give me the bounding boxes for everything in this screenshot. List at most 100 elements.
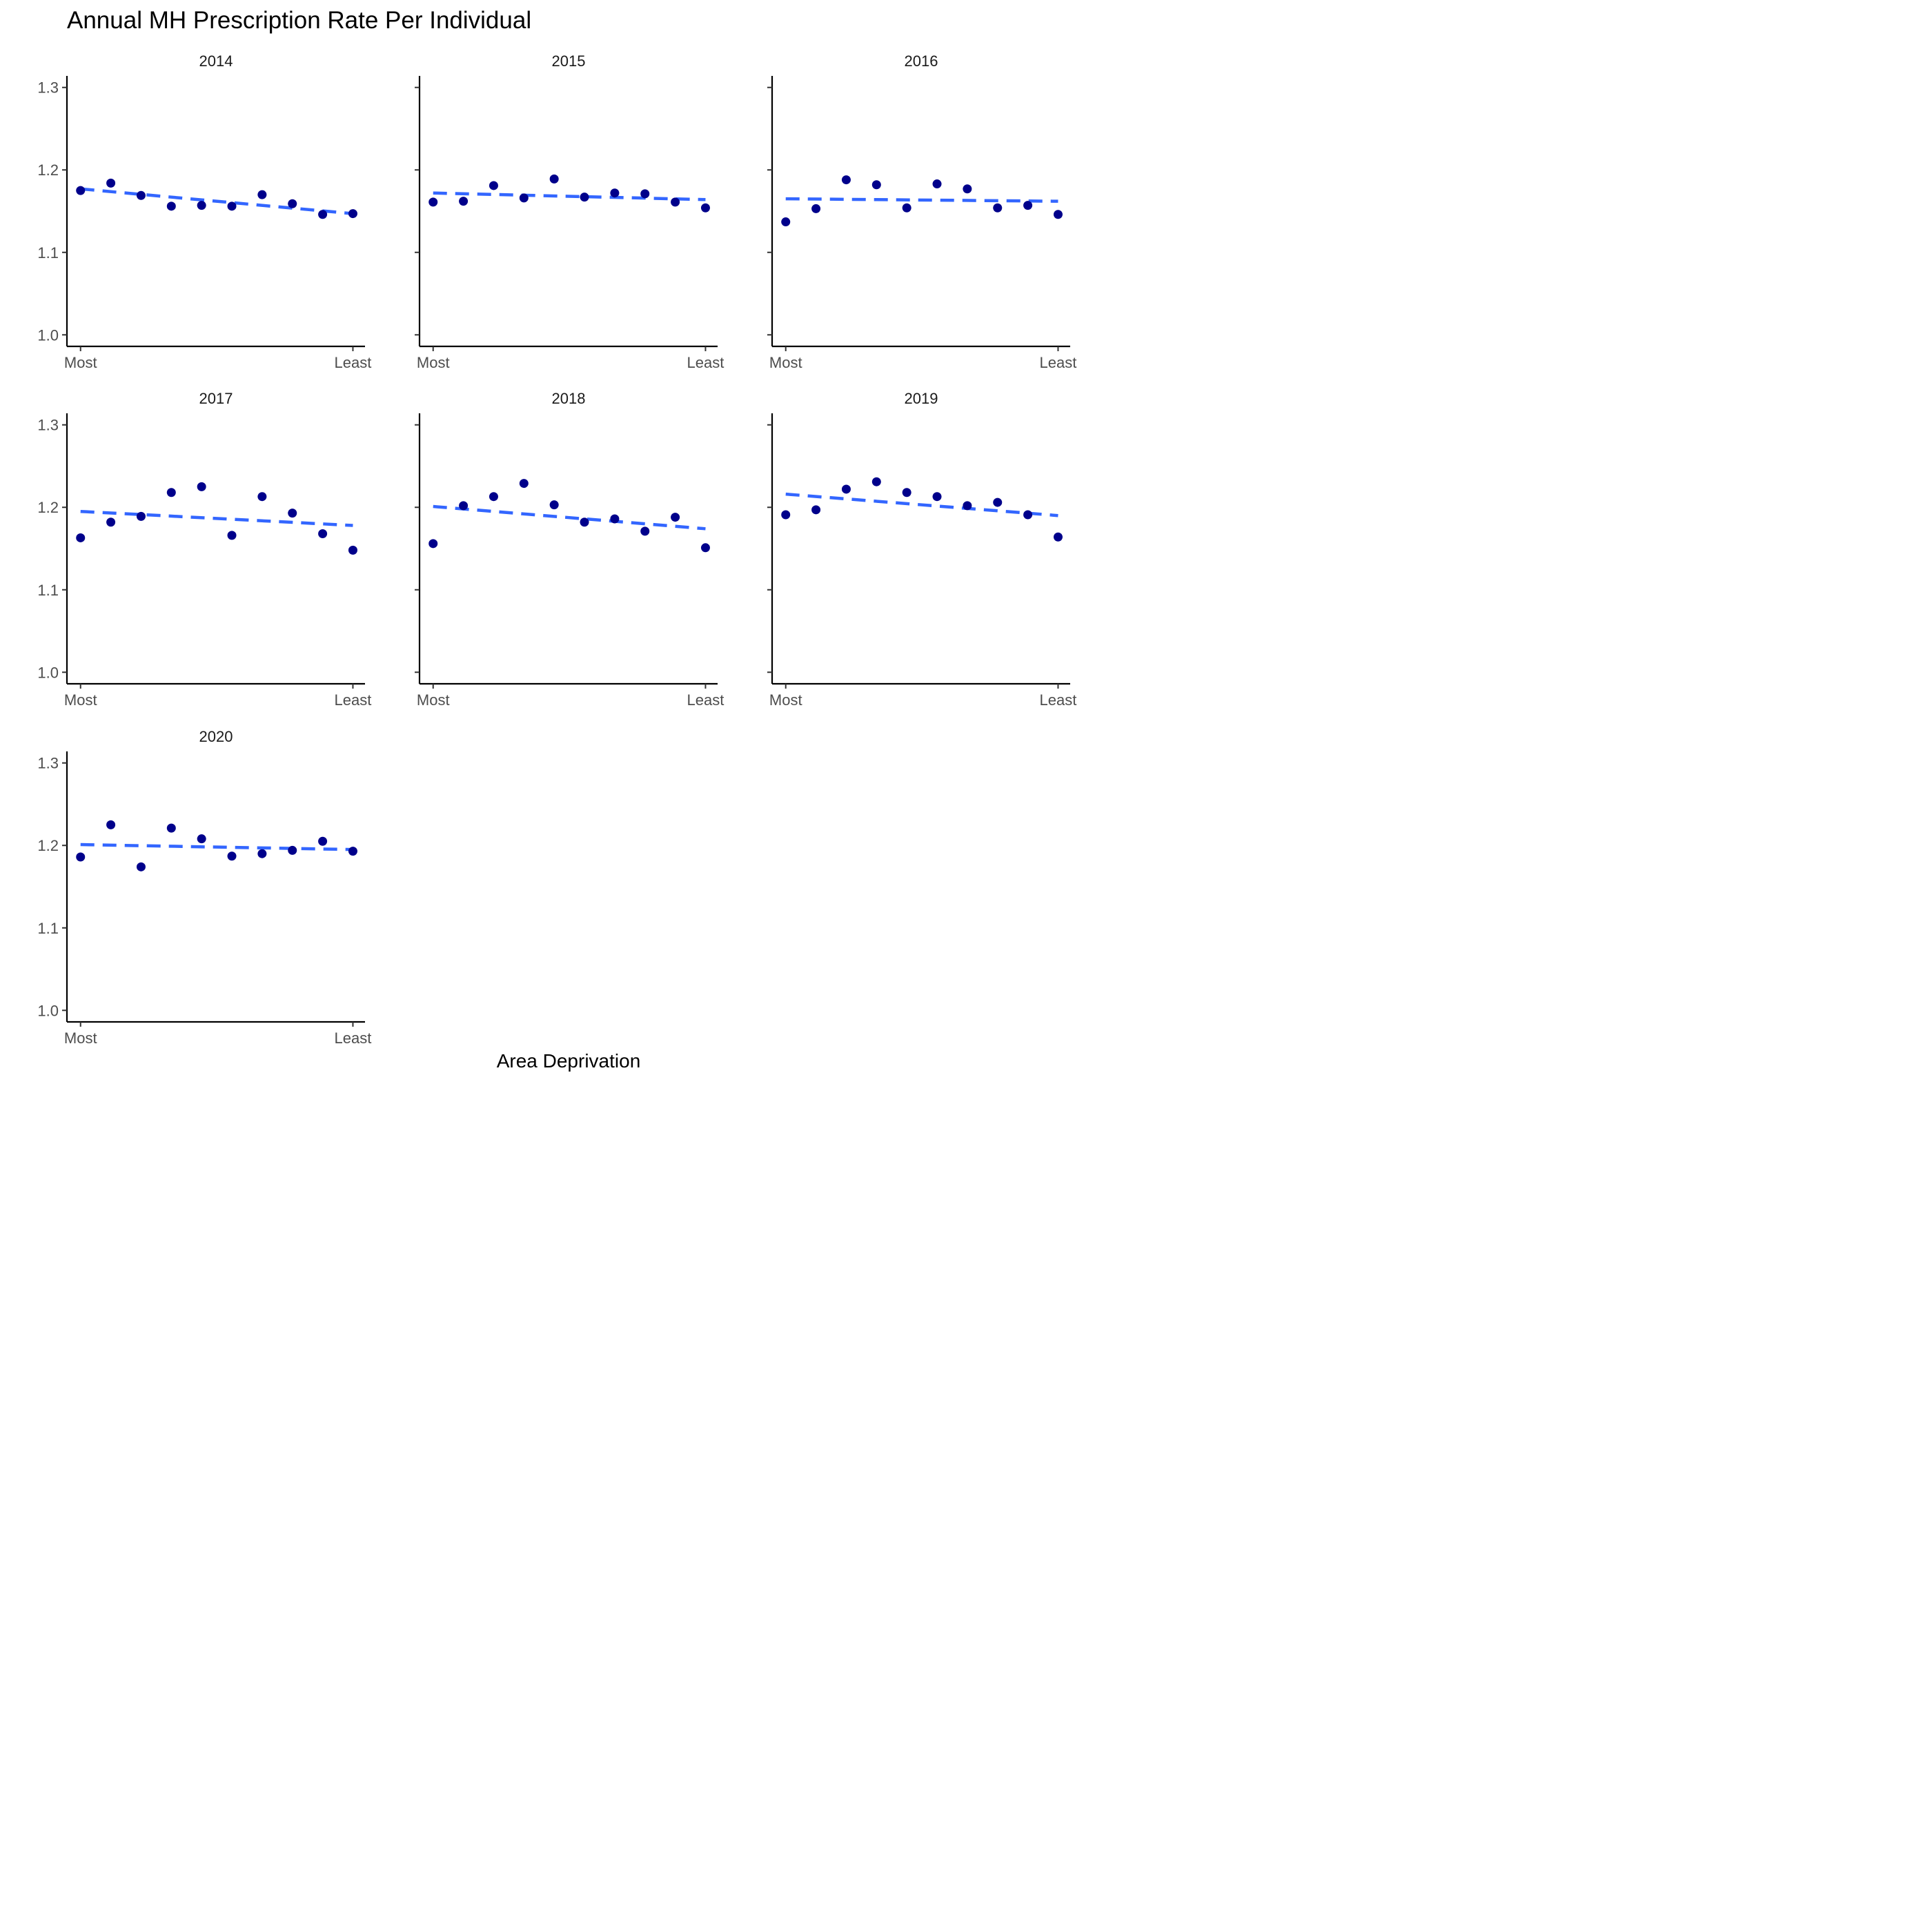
y-tick-label: 1.0: [37, 664, 59, 681]
data-point: [459, 197, 469, 206]
trend-line: [785, 197, 1058, 203]
data-point: [197, 201, 206, 210]
data-point: [257, 492, 267, 502]
y-tick-label: 1.3: [37, 755, 59, 772]
data-point: [348, 545, 357, 555]
y-tick-label: 1.3: [37, 417, 59, 434]
data-point: [106, 178, 116, 188]
x-tick-label: Most: [769, 354, 802, 371]
data-point: [963, 184, 972, 194]
data-point: [963, 501, 972, 511]
data-point: [288, 509, 297, 518]
data-point: [781, 217, 791, 227]
data-point: [811, 204, 821, 213]
data-point: [610, 514, 620, 524]
data-point: [318, 210, 328, 219]
data-point: [136, 862, 146, 871]
trend-line: [785, 492, 1058, 518]
data-point: [549, 500, 559, 510]
data-point: [348, 847, 357, 856]
x-tick-label: Most: [64, 691, 97, 709]
data-point: [257, 190, 267, 199]
data-point: [489, 492, 498, 502]
facet-label: 2018: [552, 390, 586, 407]
x-tick-label: Most: [769, 691, 802, 709]
data-point: [166, 488, 176, 497]
x-axis-label: Area Deprivation: [497, 1050, 641, 1072]
data-point: [288, 845, 297, 855]
data-point: [166, 201, 176, 211]
data-point: [227, 201, 237, 211]
data-point: [871, 180, 881, 190]
y-tick-label: 1.1: [37, 582, 59, 599]
y-tick-label: 1.2: [37, 837, 59, 854]
x-tick-label: Most: [64, 1029, 97, 1047]
data-point: [257, 849, 267, 858]
data-point: [1023, 201, 1033, 210]
trend-line: [80, 509, 353, 527]
facet-label: 2020: [199, 728, 233, 745]
data-point: [932, 179, 942, 189]
facet-panel-2018: 2018 Most Least: [415, 390, 724, 709]
data-point: [318, 529, 328, 538]
x-tick-label: Least: [687, 354, 724, 371]
facet-label: 2019: [905, 390, 938, 407]
data-point: [580, 193, 589, 202]
data-point: [288, 199, 297, 208]
y-tick-label: 1.1: [37, 920, 59, 937]
faceted-scatter-chart: Annual MH Prescription Rate Per Individu…: [37, 7, 1076, 1072]
x-tick-label: Least: [335, 1029, 372, 1047]
y-tick-label: 1.2: [37, 161, 59, 179]
data-point: [76, 533, 86, 542]
y-tick-label: 1.1: [37, 244, 59, 262]
trend-line: [80, 187, 353, 215]
data-point: [902, 488, 911, 497]
data-point: [166, 823, 176, 833]
x-tick-label: Least: [1040, 354, 1077, 371]
facet-label: 2014: [199, 52, 233, 70]
data-point: [871, 477, 881, 486]
data-point: [640, 526, 650, 536]
data-point: [671, 197, 680, 207]
x-tick-label: Least: [687, 691, 724, 709]
data-point: [519, 479, 529, 489]
data-point: [841, 175, 851, 185]
y-tick-label: 1.3: [37, 79, 59, 97]
data-point: [993, 203, 1003, 213]
data-point: [76, 186, 86, 195]
data-point: [106, 820, 116, 829]
y-tick-label: 1.2: [37, 499, 59, 516]
data-point: [549, 174, 559, 184]
trend-line: [80, 842, 353, 851]
x-tick-label: Most: [417, 354, 450, 371]
data-point: [428, 539, 438, 549]
data-point: [428, 197, 438, 207]
x-tick-label: Most: [64, 354, 97, 371]
data-point: [640, 189, 650, 199]
data-point: [136, 511, 146, 521]
data-point: [1053, 532, 1063, 542]
data-point: [811, 505, 821, 515]
data-point: [348, 209, 357, 219]
facet-panel-2020: 2020 1.0 1.1 1.2 1.3 Most Least: [37, 728, 371, 1047]
facet-panel-2019: 2019 Most Least: [767, 390, 1076, 709]
data-point: [197, 482, 206, 491]
data-point: [519, 193, 529, 203]
chart-title: Annual MH Prescription Rate Per Individu…: [67, 7, 531, 34]
facet-label: 2016: [905, 52, 938, 70]
facet-label: 2017: [199, 390, 233, 407]
data-point: [76, 852, 86, 862]
data-point: [700, 203, 710, 213]
data-point: [227, 851, 237, 861]
data-point: [610, 188, 620, 198]
data-point: [136, 190, 146, 200]
facet-panel-2014: 2014 1.0 1.1 1.2 1.3 Most Least: [37, 52, 371, 371]
data-point: [197, 834, 206, 844]
data-point: [671, 513, 680, 522]
facet-panel-2017: 2017 1.0 1.1 1.2 1.3 Most Least: [37, 390, 371, 709]
data-point: [781, 510, 791, 520]
data-point: [1053, 210, 1063, 219]
x-tick-label: Least: [335, 691, 372, 709]
data-point: [841, 484, 851, 494]
